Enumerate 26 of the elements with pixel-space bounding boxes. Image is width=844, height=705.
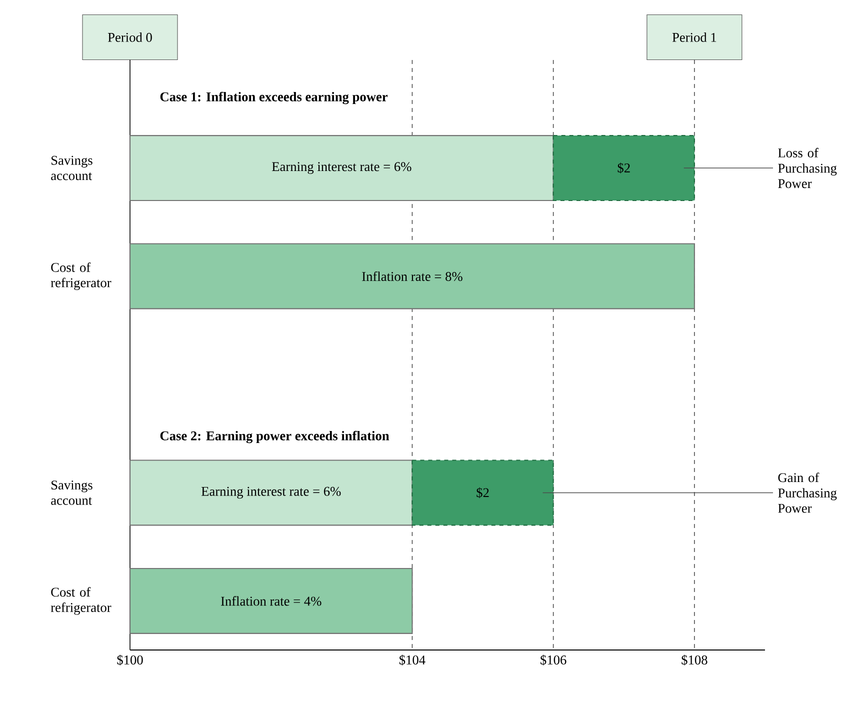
y-tick-label: Cost of refrigerator — [50, 262, 112, 290]
ref-line-label: Period 0 — [108, 32, 152, 42]
annotation: Earning interest rate = 6% — [201, 486, 341, 499]
data-label: $2 — [618, 162, 630, 174]
y-tick-label: Savings account — [51, 480, 92, 505]
x-tick-label: $108 — [682, 654, 708, 666]
annotation: Case 1: Inflation exceeds earning power — [160, 92, 388, 104]
ref-line-label: Period 1 — [672, 32, 716, 42]
annotation: Inflation rate = 4% — [221, 596, 322, 606]
bar — [129, 568, 413, 634]
text: Loss of Purchasing Power — [778, 148, 837, 188]
data-label: $2 — [476, 487, 489, 498]
bar — [129, 135, 554, 202]
bar — [129, 460, 413, 526]
bar — [129, 243, 695, 310]
annotation: Inflation rate = 8% — [362, 271, 462, 282]
y-tick-label: Savings account — [51, 156, 92, 180]
x-tick-label: $100 — [117, 654, 143, 666]
text: Gain of Purchasing Power — [778, 472, 837, 513]
annotation: Earning interest rate = 6% — [272, 162, 412, 174]
y-tick-label: Cost of refrigerator — [50, 587, 112, 615]
x-tick-label: $104 — [399, 654, 426, 666]
annotation: Case 2: Earning power exceeds inflation — [160, 430, 390, 444]
bar — [412, 460, 554, 526]
bar — [552, 135, 695, 202]
x-tick-label: $106 — [540, 654, 566, 666]
